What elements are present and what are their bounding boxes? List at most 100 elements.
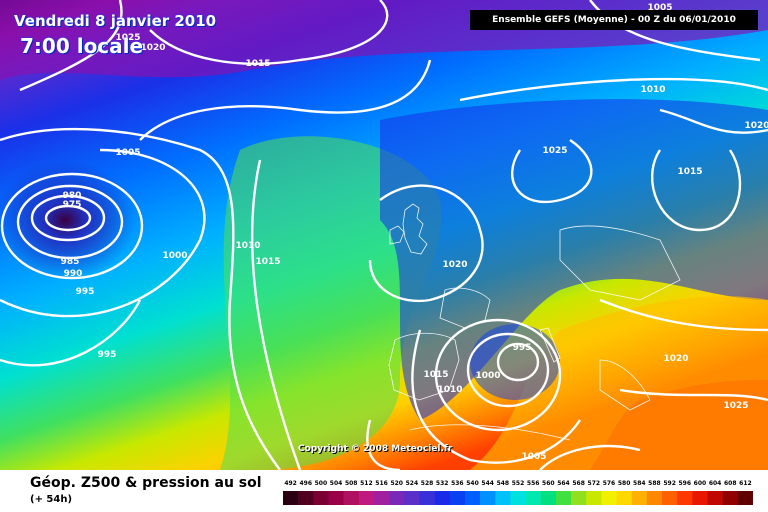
isobar-label: 995 [513, 343, 532, 353]
scale-swatch [434, 491, 451, 505]
scale-label: 532 [435, 480, 449, 487]
isobar-label: 1000 [162, 251, 187, 261]
isobar-label: 1020 [663, 354, 688, 364]
isobar-label: 995 [98, 350, 117, 360]
scale-label: 524 [405, 480, 419, 487]
warm-se-core [590, 380, 768, 470]
scale-swatch [389, 491, 405, 505]
model-info-text: Ensemble GEFS (Moyenne) - 00 Z du 06/01/… [492, 15, 736, 25]
legend-title: Géop. Z500 & pression au sol [30, 475, 262, 491]
mediterranean-low [470, 324, 560, 400]
scale-swatch [358, 491, 375, 505]
scale-label: 544 [481, 480, 494, 487]
scale-label: 496 [299, 480, 312, 487]
scale-label: 572 [587, 480, 601, 487]
scale-swatch [328, 491, 344, 505]
scale-label: 576 [602, 480, 616, 487]
scale-swatch [419, 491, 435, 505]
scale-label: 552 [511, 480, 525, 487]
isobar-label: 1015 [245, 59, 270, 69]
forecast-date: Vendredi 8 janvier 2010 [14, 12, 217, 30]
isobar-label: 980 [63, 191, 82, 201]
blue-trough-east [380, 99, 768, 420]
isobar-label: 995 [76, 287, 95, 297]
isobar-label: 1020 [140, 43, 165, 53]
scale-label: 596 [678, 480, 692, 487]
isobar-label: 990 [64, 269, 83, 279]
isobar-label: 1025 [542, 146, 567, 156]
isobar-label: 1015 [255, 257, 280, 267]
scale-label: 556 [526, 480, 540, 487]
isobar-lines [0, 0, 768, 470]
copyright-text: Copyright © 2008 Meteociel.fr [298, 444, 453, 454]
scale-label: 512 [360, 480, 373, 487]
scale-label: 604 [708, 480, 722, 487]
scale-swatch [692, 491, 708, 505]
isobar-label: 1005 [115, 148, 140, 158]
scale-swatch [480, 491, 496, 505]
scale-swatch [540, 491, 557, 505]
isobar-label: 1010 [235, 241, 260, 251]
isobar-label: 1020 [442, 260, 467, 270]
scale-swatch [722, 491, 739, 505]
scale-swatch [555, 491, 572, 505]
scale-label: 504 [329, 480, 343, 487]
color-scale-bar [283, 491, 753, 505]
scale-label: 508 [344, 480, 358, 487]
model-info-box: Ensemble GEFS (Moyenne) - 00 Z du 06/01/… [470, 10, 758, 30]
scale-label: 548 [496, 480, 510, 487]
isobar-label: 1025 [723, 401, 748, 411]
isobar-label: 1015 [677, 167, 702, 177]
scale-label: 592 [663, 480, 676, 487]
scale-swatch [404, 491, 420, 505]
scale-swatch [510, 491, 526, 505]
scale-swatch [283, 491, 299, 505]
isobar-label: 1020 [744, 121, 768, 131]
scale-label: 500 [314, 480, 328, 487]
scale-swatch [616, 491, 633, 505]
scale-label: 608 [723, 480, 737, 487]
isobar-label: 1015 [423, 370, 448, 380]
forecast-time: 7:00 locale [20, 34, 144, 58]
scale-swatch [464, 491, 481, 505]
scale-label: 600 [693, 480, 707, 487]
scale-swatch [601, 491, 617, 505]
scale-swatch [298, 491, 314, 505]
scale-swatch [525, 491, 542, 505]
scale-swatch [343, 491, 360, 505]
scale-swatch [586, 491, 602, 505]
scale-swatch [631, 491, 648, 505]
scale-label: 520 [390, 480, 403, 487]
scale-labels: 492 496 500 504 508 512 516 520 524 528 532 536 540 5… [283, 480, 753, 490]
scale-label: 536 [451, 480, 464, 487]
isobar-label: 1005 [647, 3, 672, 13]
isobar-label: 1025 [115, 33, 140, 43]
scale-swatch [662, 491, 678, 505]
scale-swatch [646, 491, 663, 505]
legend-subtitle: (+ 54h) [30, 494, 73, 505]
isobar-label: 1010 [437, 385, 462, 395]
isobar-label: 1010 [640, 85, 665, 95]
scale-label: 612 [739, 480, 752, 487]
scale-label: 568 [572, 480, 585, 487]
scale-swatch [313, 491, 329, 505]
scale-label: 528 [420, 480, 434, 487]
scale-swatch [737, 491, 753, 505]
scale-label: 560 [542, 480, 555, 487]
scale-label: 540 [466, 480, 479, 487]
scale-swatch [373, 491, 390, 505]
scale-label: 588 [648, 480, 661, 487]
isobar-label: 975 [63, 200, 82, 210]
scale-label: 564 [557, 480, 570, 487]
scale-label: 516 [375, 480, 388, 487]
scale-label: 580 [617, 480, 631, 487]
scale-swatch [677, 491, 693, 505]
scale-label: 492 [284, 480, 297, 487]
scale-swatch [449, 491, 466, 505]
scale-swatch [571, 491, 587, 505]
scale-swatch [707, 491, 723, 505]
isobar-label: 985 [61, 257, 80, 267]
